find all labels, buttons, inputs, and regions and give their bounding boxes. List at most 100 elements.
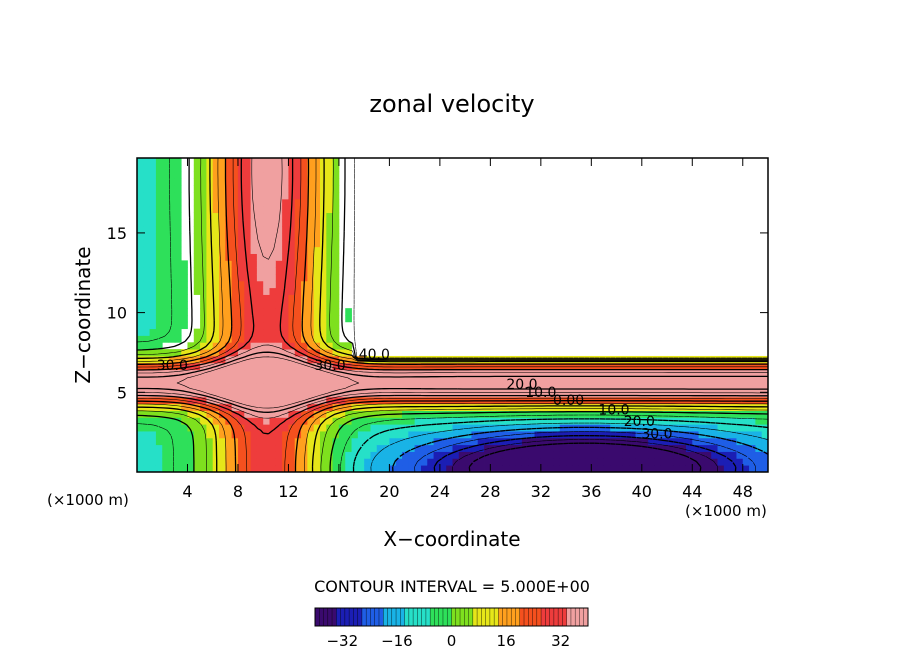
- field-cell: [345, 355, 352, 364]
- field-cell: [168, 458, 176, 466]
- field-cell: [471, 390, 479, 398]
- field-cell: [282, 185, 289, 193]
- field-cell: [155, 362, 163, 371]
- field-cell: [616, 383, 624, 391]
- field-cell: [143, 444, 151, 452]
- field-cell: [326, 212, 334, 220]
- field-cell: [332, 315, 340, 323]
- field-cell: [263, 294, 270, 302]
- field-cell: [282, 390, 289, 398]
- field-cell: [250, 226, 258, 234]
- field-cell: [547, 362, 554, 371]
- field-cell: [433, 451, 441, 459]
- field-cell: [282, 410, 289, 418]
- field-cell: [244, 219, 251, 227]
- field-cell: [282, 267, 289, 275]
- field-cell: [332, 437, 340, 446]
- field-cell: [174, 451, 182, 459]
- field-cell: [616, 403, 624, 411]
- field-cell: [206, 431, 214, 439]
- field-cell: [351, 437, 359, 446]
- field-cell: [566, 369, 573, 377]
- field-cell: [181, 349, 188, 357]
- field-cell: [667, 355, 674, 364]
- field-cell: [256, 328, 264, 336]
- colorbar-swatch: [477, 608, 482, 626]
- field-cell: [288, 294, 296, 302]
- contour-line-0: [136, 158, 769, 472]
- field-cell: [256, 287, 264, 295]
- field-cell: [326, 294, 334, 302]
- field-cell: [616, 376, 624, 384]
- field-cell: [256, 444, 264, 452]
- field-cell: [332, 205, 340, 214]
- field-cell: [244, 342, 251, 350]
- field-cell: [667, 444, 674, 452]
- field-cell: [755, 451, 763, 459]
- field-cell: [187, 444, 195, 452]
- field-cell: [648, 458, 655, 466]
- field-cell: [603, 355, 611, 364]
- field-cell: [641, 451, 649, 459]
- field-cell: [307, 349, 315, 357]
- field-cell: [275, 321, 283, 330]
- field-cell: [269, 239, 277, 248]
- field-cell: [414, 451, 422, 459]
- field-cell: [351, 417, 359, 425]
- field-cell: [332, 451, 340, 459]
- field-cell: [667, 410, 674, 418]
- field-cell: [319, 267, 327, 275]
- field-cell: [237, 383, 245, 391]
- field-cell: [162, 253, 169, 261]
- field-cell: [275, 424, 283, 432]
- field-cell: [225, 280, 233, 289]
- field-cell: [137, 301, 144, 309]
- field-cell: [162, 274, 169, 282]
- field-cell: [610, 355, 617, 364]
- field-cell: [288, 335, 296, 343]
- field-cell: [465, 369, 472, 377]
- field-cell: [458, 424, 466, 432]
- field-cell: [370, 417, 378, 425]
- field-cell: [698, 390, 706, 398]
- field-cell: [174, 390, 182, 398]
- field-cell: [313, 390, 321, 398]
- field-cell: [717, 362, 725, 371]
- field-cell: [244, 390, 251, 398]
- field-cell: [237, 308, 245, 316]
- field-cell: [269, 280, 277, 289]
- field-cell: [263, 321, 270, 330]
- field-cell: [143, 212, 151, 220]
- field-cell: [263, 226, 270, 234]
- field-cell: [256, 212, 264, 220]
- field-cell: [294, 267, 302, 275]
- field-cell: [427, 383, 434, 391]
- field-cell: [610, 431, 617, 439]
- field-cell: [338, 465, 346, 473]
- field-cell: [471, 465, 479, 473]
- field-cell: [635, 369, 643, 377]
- field-cell: [319, 458, 327, 466]
- field-cell: [244, 396, 251, 405]
- field-cell: [174, 403, 182, 411]
- colorbar-swatch: [417, 608, 422, 626]
- field-cell: [458, 437, 466, 446]
- field-cell: [200, 444, 207, 452]
- field-cell: [155, 417, 163, 425]
- field-cell: [137, 158, 144, 166]
- field-cell: [275, 219, 283, 227]
- field-cell: [364, 424, 371, 432]
- field-cell: [193, 260, 201, 268]
- field-cell: [717, 431, 725, 439]
- field-cell: [528, 362, 535, 371]
- field-cell: [206, 239, 214, 248]
- field-cell: [263, 417, 270, 425]
- field-cell: [200, 164, 207, 173]
- field-cell: [225, 458, 233, 466]
- field-cell: [250, 274, 258, 282]
- field-cell: [755, 396, 763, 405]
- field-cell: [534, 444, 542, 452]
- field-cell: [225, 274, 233, 282]
- field-cell: [509, 383, 516, 391]
- field-cell: [711, 451, 718, 459]
